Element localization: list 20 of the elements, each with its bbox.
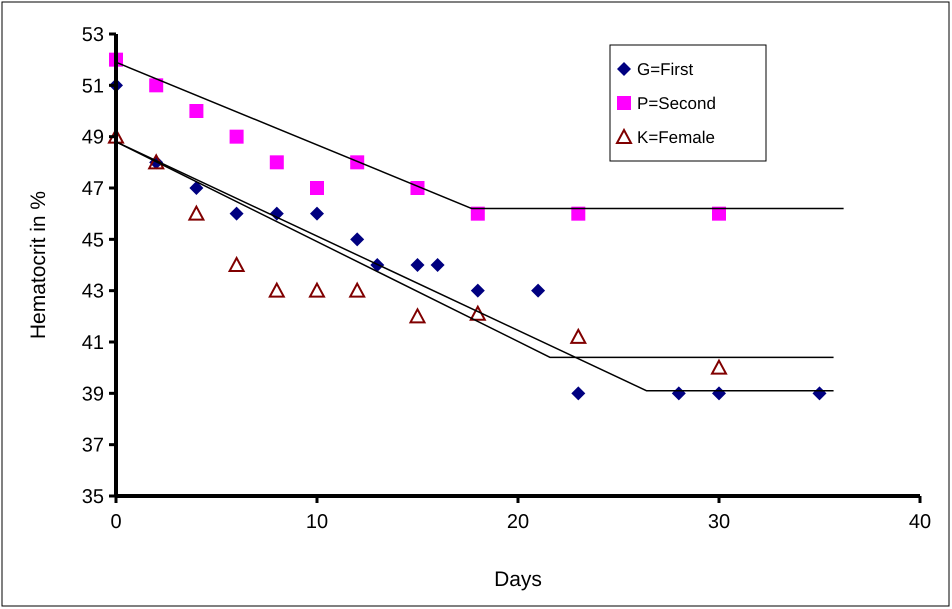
y-tick-label: 41 [82, 332, 104, 354]
y-tick-label: 51 [82, 75, 104, 98]
y-axis-title: Hematocrit in % [27, 190, 50, 340]
legend-label: K=Female [637, 128, 715, 147]
y-tick-label: 35 [82, 486, 104, 508]
y-tick-label: 37 [82, 434, 104, 457]
x-tick-label: 20 [506, 511, 530, 533]
x-tick-label: 40 [908, 511, 932, 533]
y-tick-label: 45 [82, 229, 104, 252]
y-tick-label: 53 [82, 24, 104, 46]
y-tick-label: 39 [82, 383, 104, 406]
x-axis-title: Days [494, 568, 542, 591]
x-tick-label: 30 [708, 511, 730, 533]
x-tick-label: 10 [306, 511, 328, 533]
y-tick-label: 47 [82, 178, 104, 200]
legend-label: G=First [637, 60, 694, 79]
y-tick-label: 43 [82, 280, 104, 303]
y-tick-label: 49 [82, 126, 104, 149]
x-tick-label: 0 [110, 511, 122, 533]
legend-label: P=Second [637, 94, 716, 113]
